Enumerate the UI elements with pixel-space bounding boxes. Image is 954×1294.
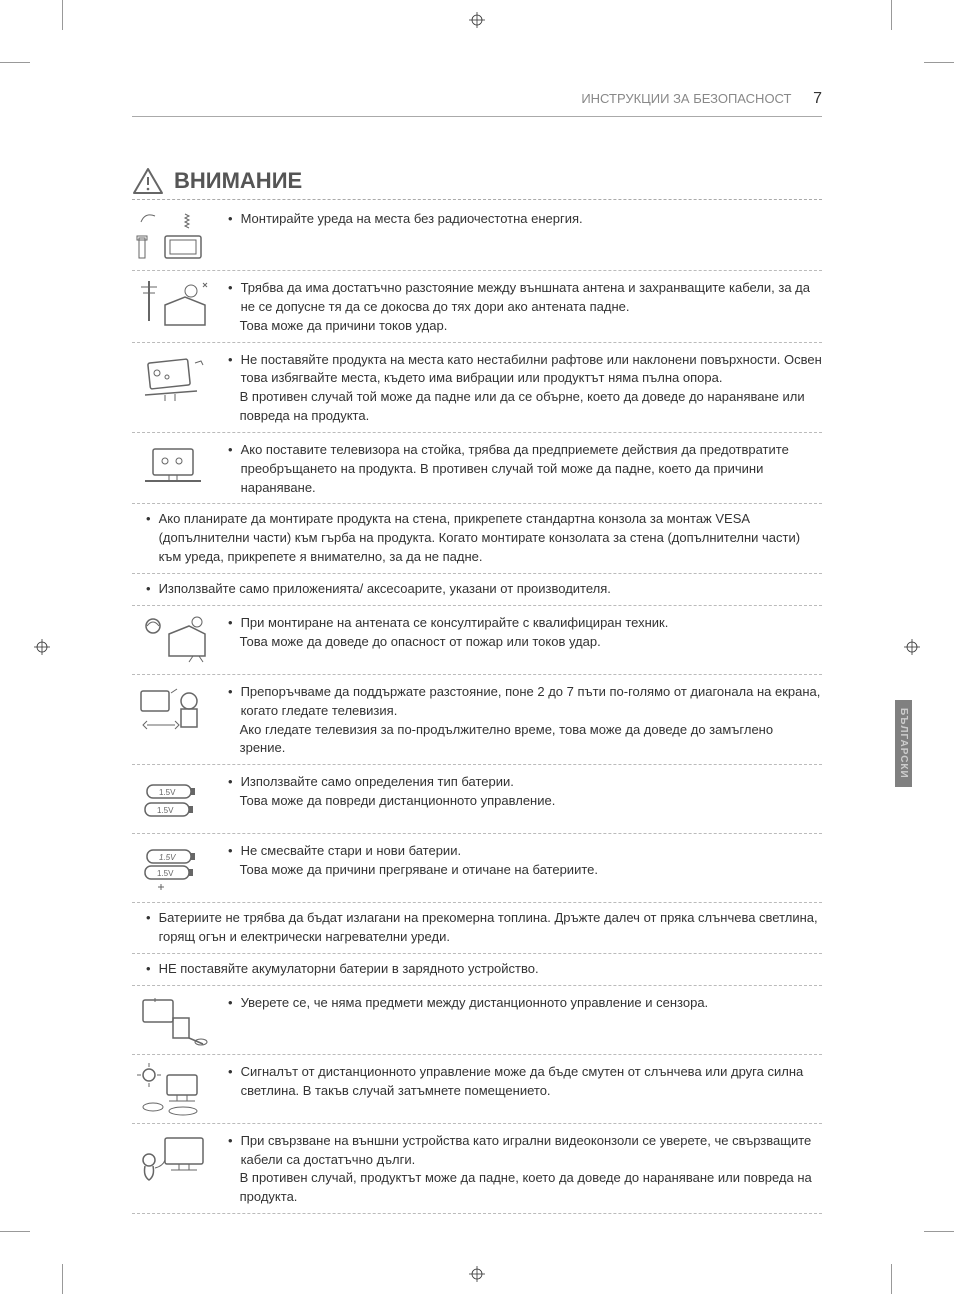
instruction-line: При свързване на външни устройства като … bbox=[241, 1132, 822, 1170]
tech-icon bbox=[132, 612, 214, 668]
note-text: Използвайте само приложенията/ аксесоари… bbox=[159, 580, 611, 599]
registration-mark-icon bbox=[904, 639, 920, 655]
svg-text:1.5V: 1.5V bbox=[157, 869, 174, 878]
bullet-icon: • bbox=[228, 1063, 233, 1082]
instruction-line: Не поставяйте продукта на места като нес… bbox=[241, 351, 822, 389]
instruction-text: • Трябва да има достатъчно разстояние меж… bbox=[228, 277, 822, 336]
full-width-note: •НЕ поставяйте акумулаторни батерии в за… bbox=[132, 954, 822, 986]
instruction-row: • Уверете се, че няма предмети между дист… bbox=[132, 986, 822, 1055]
instruction-line: Не смесвайте стари и нови батерии. bbox=[241, 842, 462, 861]
bullet-icon: • bbox=[228, 1132, 233, 1151]
instruction-text: • Препоръчваме да поддържате разстояние, … bbox=[228, 681, 822, 758]
instruction-text: • Не смесвайте стари и нови батерии. Това… bbox=[228, 840, 822, 880]
full-width-note: •Използвайте само приложенията/ аксесоар… bbox=[132, 574, 822, 606]
bullet-icon: • bbox=[228, 773, 233, 792]
language-tab: БЪЛГАРСКИ bbox=[895, 700, 912, 787]
instruction-row: 1.5V 1.5V • Не смесвайте стари и нови батер… bbox=[132, 834, 822, 903]
instruction-line: Това може да повреди дистанционното упра… bbox=[240, 792, 556, 811]
instruction-line: Ако поставите телевизора на стойка, тряб… bbox=[241, 441, 822, 498]
instruction-text: • Сигналът от дистанционното управление м… bbox=[228, 1061, 822, 1101]
bullet-icon: • bbox=[228, 351, 233, 370]
instruction-line: Сигналът от дистанционното управление мо… bbox=[241, 1063, 822, 1101]
registration-mark-icon bbox=[469, 1266, 485, 1282]
crop-mark bbox=[891, 0, 892, 30]
registration-mark-icon bbox=[469, 12, 485, 28]
tilt-icon bbox=[132, 349, 214, 405]
crop-mark bbox=[0, 1231, 30, 1232]
instruction-row: • При свързване на външни устройства като… bbox=[132, 1124, 822, 1214]
crop-mark bbox=[924, 1231, 954, 1232]
full-width-note: •Батериите не трябва да бъдат излагани н… bbox=[132, 903, 822, 954]
page-header: ИНСТРУКЦИИ ЗА БЕЗОПАСНОСТ 7 bbox=[132, 90, 822, 117]
antenna-icon bbox=[132, 277, 214, 333]
instruction-line: В противен случай, продуктът може да пад… bbox=[240, 1169, 822, 1207]
full-width-note: •Ако планирате да монтирате продукта на … bbox=[132, 504, 822, 574]
bullet-icon: • bbox=[228, 994, 233, 1013]
crop-mark bbox=[0, 62, 30, 63]
instruction-text: • Ако поставите телевизора на стойка, тря… bbox=[228, 439, 822, 498]
stand-icon bbox=[132, 439, 214, 495]
instruction-line: Това може да причини прегряване и отичан… bbox=[240, 861, 598, 880]
warning-triangle-icon bbox=[132, 167, 164, 195]
instruction-line: Препоръчваме да поддържате разстояние, п… bbox=[241, 683, 822, 721]
instruction-row: • При монтиране на антената се консултира… bbox=[132, 606, 822, 675]
instruction-row: • Монтирайте уреда на места без радиочест… bbox=[132, 202, 822, 271]
instruction-row: • Ако поставите телевизора на стойка, тря… bbox=[132, 433, 822, 505]
bullet-icon: • bbox=[228, 614, 233, 633]
bullet-icon: • bbox=[228, 210, 233, 229]
svg-text:1.5V: 1.5V bbox=[159, 788, 176, 797]
note-text: НЕ поставяйте акумулаторни батерии в зар… bbox=[159, 960, 539, 979]
radio-icon bbox=[132, 208, 214, 264]
instruction-text: • Монтирайте уреда на места без радиочест… bbox=[228, 208, 822, 229]
page-number: 7 bbox=[813, 90, 822, 107]
sunlight-icon bbox=[132, 1061, 214, 1117]
section-title: ВНИМАНИЕ bbox=[132, 167, 822, 200]
bullet-icon: • bbox=[228, 279, 233, 298]
instruction-row: 1.5V 1.5V • Използвайте само определения ти… bbox=[132, 765, 822, 834]
instruction-row: • Сигналът от дистанционното управление м… bbox=[132, 1055, 822, 1124]
console-icon bbox=[132, 1130, 214, 1186]
bullet-icon: • bbox=[228, 842, 233, 861]
instruction-text: • Не поставяйте продукта на места като не… bbox=[228, 349, 822, 426]
instruction-line: Монтирайте уреда на места без радиочесто… bbox=[241, 210, 583, 229]
svg-text:1.5V: 1.5V bbox=[157, 806, 174, 815]
svg-text:1.5V: 1.5V bbox=[159, 853, 176, 862]
instruction-line: Това може да причини токов удар. bbox=[240, 317, 448, 336]
instruction-row: • Препоръчваме да поддържате разстояние, … bbox=[132, 675, 822, 765]
bullet-icon: • bbox=[228, 683, 233, 702]
instruction-text: • Използвайте само определения тип батери… bbox=[228, 771, 822, 811]
crop-mark bbox=[924, 62, 954, 63]
bullet-icon: • bbox=[228, 441, 233, 460]
instruction-line: Ако гледате телевизия за по-продължителн… bbox=[240, 721, 822, 759]
instruction-line: Използвайте само определения тип батерии… bbox=[241, 773, 514, 792]
instruction-line: Уверете се, че няма предмети между диста… bbox=[241, 994, 709, 1013]
section-heading: ВНИМАНИЕ bbox=[174, 168, 302, 194]
crop-mark bbox=[62, 0, 63, 30]
remote-icon bbox=[132, 992, 214, 1048]
instruction-line: При монтиране на антената се консултирай… bbox=[241, 614, 669, 633]
instruction-line: Трябва да има достатъчно разстояние межд… bbox=[241, 279, 822, 317]
instruction-line: Това може да доведе до опасност от пожар… bbox=[240, 633, 601, 652]
battery2-icon: 1.5V 1.5V bbox=[132, 840, 214, 896]
crop-mark bbox=[62, 1264, 63, 1294]
instruction-text: • Уверете се, че няма предмети между дист… bbox=[228, 992, 822, 1013]
distance-icon bbox=[132, 681, 214, 737]
instruction-row: • Не поставяйте продукта на места като не… bbox=[132, 343, 822, 433]
instruction-line: В противен случай той може да падне или … bbox=[240, 388, 822, 426]
instruction-text: • При монтиране на антената се консултира… bbox=[228, 612, 822, 652]
crop-mark bbox=[891, 1264, 892, 1294]
battery1-icon: 1.5V 1.5V bbox=[132, 771, 214, 827]
section-label: ИНСТРУКЦИИ ЗА БЕЗОПАСНОСТ bbox=[581, 91, 791, 106]
note-text: Батериите не трябва да бъдат излагани на… bbox=[159, 909, 822, 947]
note-text: Ако планирате да монтирате продукта на с… bbox=[159, 510, 822, 567]
registration-mark-icon bbox=[34, 639, 50, 655]
instruction-row: • Трябва да има достатъчно разстояние меж… bbox=[132, 271, 822, 343]
instruction-text: • При свързване на външни устройства като… bbox=[228, 1130, 822, 1207]
